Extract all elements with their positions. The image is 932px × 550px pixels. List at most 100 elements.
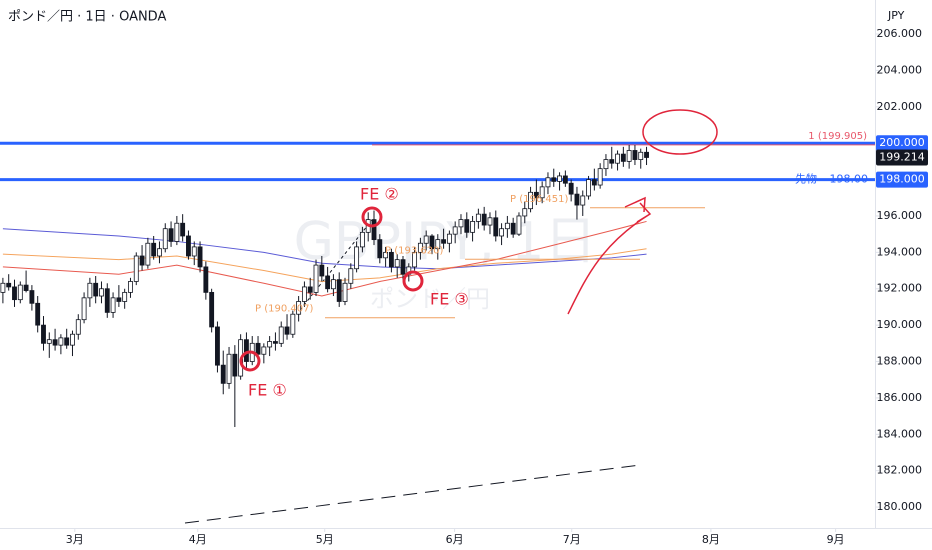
candle-body bbox=[499, 228, 505, 237]
candle-body bbox=[93, 282, 99, 297]
watermark: GBPJPY, 1日 ポンド／円 bbox=[294, 212, 597, 313]
x-tick-label: 4月 bbox=[189, 533, 207, 546]
candle-body bbox=[354, 246, 360, 270]
trend-line bbox=[184, 464, 641, 524]
candle-body bbox=[330, 279, 336, 290]
candle-body bbox=[562, 175, 568, 184]
annotation: FE ③ bbox=[430, 290, 469, 309]
candle-body bbox=[296, 301, 302, 315]
y-tick-label: 192.000 bbox=[877, 282, 923, 295]
currency: JPY bbox=[887, 9, 905, 22]
candle-body bbox=[423, 235, 429, 244]
candle-body bbox=[591, 179, 597, 186]
candle-body bbox=[6, 282, 12, 288]
candle-body bbox=[412, 251, 418, 268]
candle-body bbox=[458, 219, 464, 228]
candle-body bbox=[470, 221, 476, 233]
candle-body bbox=[139, 255, 145, 266]
candle-body bbox=[545, 177, 551, 188]
candle-body bbox=[52, 339, 58, 346]
y-tick-label: 194.000 bbox=[877, 245, 923, 258]
candle-body bbox=[197, 246, 203, 268]
candle-body bbox=[528, 191, 533, 210]
candle-body bbox=[510, 222, 516, 235]
candle-body bbox=[278, 326, 284, 344]
x-tick-label: 5月 bbox=[316, 533, 334, 546]
candle-body bbox=[371, 219, 377, 241]
candle-body bbox=[609, 159, 615, 164]
chart-title: ポンド／円 · 1日 · OANDA bbox=[8, 10, 166, 25]
x-tick-label: 9月 bbox=[827, 533, 845, 546]
candle-body bbox=[522, 208, 528, 217]
candle-body bbox=[220, 364, 226, 384]
x-tick-label: 8月 bbox=[702, 533, 720, 546]
candle-body bbox=[267, 341, 273, 348]
candle-body bbox=[23, 284, 29, 291]
candle-body bbox=[290, 313, 296, 335]
candle-body bbox=[580, 195, 586, 206]
candle-body bbox=[533, 191, 539, 199]
candle-body bbox=[180, 222, 186, 237]
candle-body bbox=[87, 282, 93, 299]
hand-arrow bbox=[624, 196, 646, 213]
candle-body bbox=[75, 319, 81, 335]
candle-body bbox=[388, 251, 394, 268]
candle-body bbox=[359, 231, 365, 248]
candle-body bbox=[186, 235, 191, 257]
candle-body bbox=[313, 264, 319, 293]
candle-body bbox=[301, 286, 307, 302]
candle-body bbox=[273, 341, 278, 344]
candle-body bbox=[603, 159, 609, 170]
y-tick-label: 180.000 bbox=[877, 500, 923, 513]
hand-arrow bbox=[567, 202, 652, 315]
candle-body bbox=[377, 239, 383, 259]
candle-body bbox=[504, 222, 510, 230]
y-tick-label: 182.000 bbox=[877, 464, 923, 477]
hand-ellipse bbox=[642, 109, 718, 155]
fe-circle bbox=[402, 270, 424, 292]
moving-average bbox=[2, 228, 647, 270]
level-value: 198.00 bbox=[830, 173, 869, 186]
candle-body bbox=[157, 248, 162, 257]
moving-average bbox=[2, 220, 647, 297]
candle-body bbox=[261, 346, 267, 355]
level-label: P (190.407) bbox=[255, 304, 313, 315]
candle-body bbox=[64, 337, 70, 346]
moving-average bbox=[2, 248, 647, 282]
candle-body bbox=[336, 279, 342, 302]
level-name: 先物 bbox=[795, 172, 817, 186]
candle-body bbox=[620, 153, 626, 162]
candle-body bbox=[244, 339, 249, 362]
candle-body bbox=[383, 251, 389, 259]
fe-circle bbox=[239, 350, 261, 372]
candle-body bbox=[307, 286, 313, 293]
watermark-name: ポンド／円 bbox=[370, 285, 490, 313]
candle-body bbox=[574, 193, 580, 206]
price-label-box bbox=[876, 171, 928, 188]
candle-body bbox=[168, 228, 174, 242]
y-tick-label: 196.000 bbox=[877, 209, 923, 222]
last-price-box bbox=[876, 149, 928, 166]
x-tick-label: 6月 bbox=[446, 533, 464, 546]
candle-body bbox=[151, 242, 157, 257]
price-label: 198.000 bbox=[879, 173, 925, 186]
candle-body bbox=[232, 353, 238, 377]
candle-body bbox=[116, 297, 122, 302]
candle-body bbox=[452, 226, 458, 235]
candle-body bbox=[215, 326, 220, 366]
candle-body bbox=[539, 186, 545, 199]
candle-body bbox=[145, 242, 151, 266]
annotations bbox=[239, 109, 718, 372]
candle-body bbox=[41, 324, 46, 344]
annotation: FE ② bbox=[360, 185, 399, 204]
candle-body bbox=[446, 233, 452, 244]
candle-body bbox=[626, 150, 632, 162]
candle-body bbox=[255, 342, 261, 355]
candle-body bbox=[203, 266, 209, 293]
x-tick-label: 7月 bbox=[563, 533, 581, 546]
candle-body bbox=[429, 235, 435, 250]
candle-body bbox=[284, 326, 290, 335]
candle-body bbox=[104, 288, 110, 313]
